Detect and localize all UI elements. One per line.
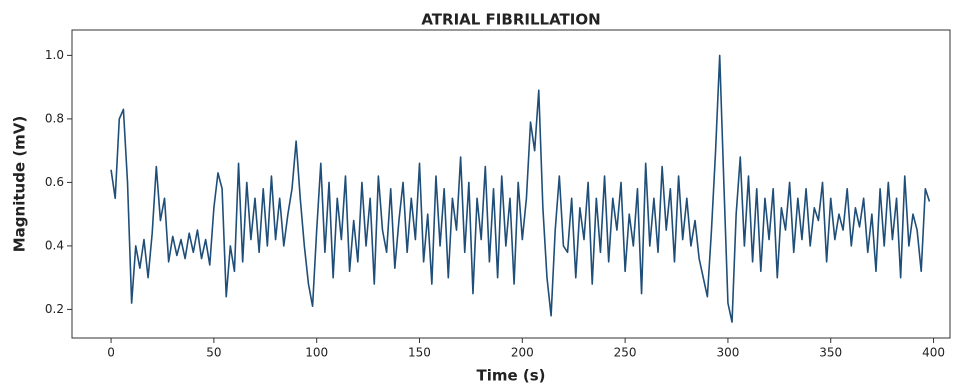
plot-frame — [71, 29, 951, 339]
x-tick-label: 50 — [206, 346, 221, 360]
y-tick-label: 0.4 — [45, 238, 64, 252]
y-tick-label: 0.2 — [45, 302, 64, 316]
x-tick-label: 200 — [511, 346, 534, 360]
data-line — [110, 54, 931, 323]
x-tick-label: 100 — [305, 346, 328, 360]
y-tick-label: 0.8 — [45, 111, 64, 125]
y-tick-label: 1.0 — [45, 48, 64, 62]
y-axis-label: Magnitude (mV) — [11, 116, 29, 253]
x-tick-label: 150 — [408, 346, 431, 360]
y-tick-label: 0.6 — [45, 175, 64, 189]
x-tick-label: 250 — [614, 346, 637, 360]
x-tick-label: 350 — [819, 346, 842, 360]
x-tick-label: 400 — [922, 346, 945, 360]
x-tick-label: 0 — [107, 346, 115, 360]
x-axis-label: Time (s) — [476, 367, 545, 385]
chart-title: ATRIAL FIBRILLATION — [421, 11, 600, 29]
x-tick-label: 300 — [716, 346, 739, 360]
